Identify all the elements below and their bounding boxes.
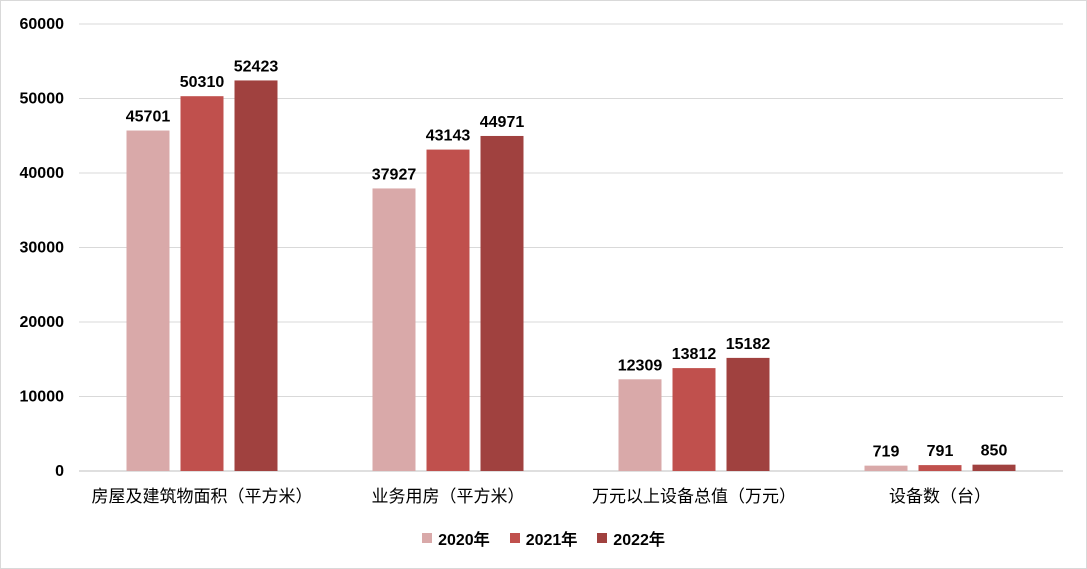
data-label: 12309 [618,357,663,374]
data-label: 50310 [180,74,225,91]
legend-item: 2021年 [509,526,578,550]
bar [426,149,470,471]
x-tick-label: 业务用房（平方米） [372,487,525,507]
bar [918,465,962,471]
bar [672,368,716,471]
data-label: 850 [981,443,1008,460]
chart-legend: 2020年 2021年 2022年 [1,526,1086,550]
bar [126,130,170,471]
bar [726,357,770,471]
data-label: 37927 [372,166,417,183]
legend-swatch [509,533,520,543]
y-tick-label: 10000 [20,389,65,406]
legend-swatch [422,533,433,543]
data-label: 791 [927,443,954,460]
bar [372,188,416,471]
y-tick-label: 50000 [20,91,65,108]
legend-item: 2020年 [422,526,490,550]
data-label: 719 [873,444,900,461]
y-tick-label: 20000 [20,314,65,331]
data-label: 44971 [480,114,525,131]
bar-chart: 0 10000 20000 30000 40000 50000 60000 45701 5031… [20,16,1063,507]
x-tick-label: 房屋及建筑物面积（平方米） [92,487,313,507]
data-label: 15182 [726,336,771,353]
bar [972,464,1016,471]
data-label: 52423 [234,58,279,75]
legend-item: 2022年 [597,526,665,550]
y-tick-label: 0 [55,463,64,480]
x-tick-label: 万元以上设备总值（万元） [592,487,796,507]
legend-label: 2020年 [438,532,490,549]
data-label: 13812 [672,346,717,363]
data-label: 43143 [426,128,471,145]
bar [180,96,224,472]
bar [618,379,662,471]
bar [480,135,524,471]
y-tick-label: 40000 [20,165,65,182]
bar [864,465,908,471]
bar [234,80,278,472]
legend-label: 2022年 [613,532,665,549]
legend-swatch [597,533,608,543]
legend-label: 2021年 [525,532,578,549]
y-tick-label: 30000 [20,240,65,257]
data-label: 45701 [126,109,171,126]
x-tick-label: 设备数（台） [889,487,991,507]
y-tick-label: 60000 [20,16,65,33]
